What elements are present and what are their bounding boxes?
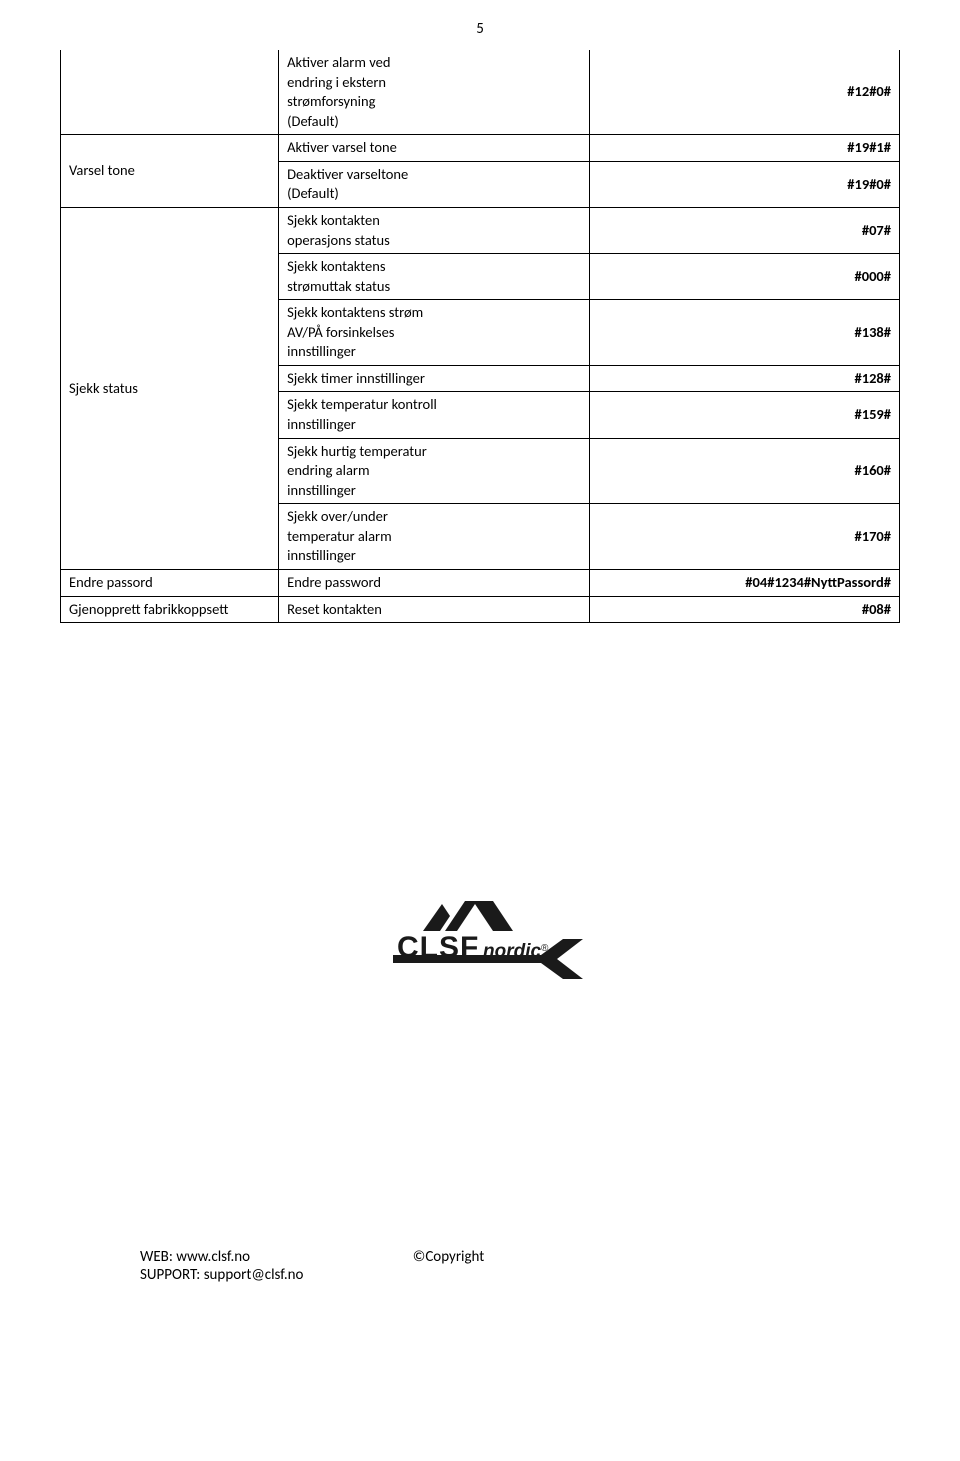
- table-cell-code: #138#: [589, 300, 899, 366]
- table-cell-description: Aktiver varsel tone: [279, 135, 589, 162]
- footer-web-value: www.clsf.no: [176, 1248, 250, 1266]
- table-cell-code: #160#: [589, 438, 899, 504]
- table-cell-description: Sjekk hurtig temperaturendring alarminns…: [279, 438, 589, 504]
- table-cell-description: Sjekk kontaktenoperasjons status: [279, 207, 589, 253]
- table-cell-description: Endre password: [279, 569, 589, 596]
- table-cell-code: #19#0#: [589, 161, 899, 207]
- table-cell-category: Varsel tone: [61, 135, 279, 208]
- table-row: Gjenopprett fabrikkoppsettReset kontakte…: [61, 596, 900, 623]
- footer-web-label: WEB:: [140, 1248, 176, 1266]
- table-cell-category: Endre passord: [61, 569, 279, 596]
- footer: WEB: www.clsf.no SUPPORT: support@clsf.n…: [60, 1248, 900, 1284]
- table-row: Aktiver alarm vedendring i eksternstrømf…: [61, 50, 900, 135]
- page-number: 5: [60, 20, 900, 38]
- table-cell-description: Sjekk temperatur kontrollinnstillinger: [279, 392, 589, 438]
- table-cell-description: Deaktiver varseltone(Default): [279, 161, 589, 207]
- table-cell-code: #159#: [589, 392, 899, 438]
- table-cell-description: Sjekk kontaktensstrømuttak status: [279, 254, 589, 300]
- table-cell-category: [61, 50, 279, 135]
- table-cell-category: Sjekk status: [61, 207, 279, 569]
- table-cell-code: #128#: [589, 365, 899, 392]
- footer-support: SUPPORT: support@clsf.no: [140, 1266, 413, 1284]
- table-cell-code: #12#0#: [589, 50, 899, 135]
- table-cell-code: #170#: [589, 504, 899, 570]
- table-cell-code: #19#1#: [589, 135, 899, 162]
- commands-table: Aktiver alarm vedendring i eksternstrømf…: [60, 50, 900, 623]
- logo: CLSF nordic ®: [60, 883, 900, 988]
- table-cell-category: Gjenopprett fabrikkoppsett: [61, 596, 279, 623]
- table-cell-code: #08#: [589, 596, 899, 623]
- footer-copyright: ©Copyright: [413, 1248, 900, 1284]
- footer-support-value: support@clsf.no: [204, 1266, 304, 1284]
- table-cell-description: Reset kontakten: [279, 596, 589, 623]
- table-cell-description: Sjekk kontaktens strømAV/PÅ forsinkelses…: [279, 300, 589, 366]
- table-row: Varsel toneAktiver varsel tone#19#1#: [61, 135, 900, 162]
- table-cell-description: Sjekk timer innstillinger: [279, 365, 589, 392]
- footer-web: WEB: www.clsf.no: [140, 1248, 413, 1266]
- table-cell-description: Aktiver alarm vedendring i eksternstrømf…: [279, 50, 589, 135]
- footer-support-label: SUPPORT:: [140, 1266, 204, 1284]
- clsf-nordic-logo-icon: CLSF nordic ®: [365, 883, 595, 983]
- table-row: Sjekk statusSjekk kontaktenoperasjons st…: [61, 207, 900, 253]
- table-cell-code: #07#: [589, 207, 899, 253]
- table-cell-description: Sjekk over/undertemperatur alarminnstill…: [279, 504, 589, 570]
- table-cell-code: #04#1234#NyttPassord#: [589, 569, 899, 596]
- table-cell-code: #000#: [589, 254, 899, 300]
- table-row: Endre passordEndre password#04#1234#Nytt…: [61, 569, 900, 596]
